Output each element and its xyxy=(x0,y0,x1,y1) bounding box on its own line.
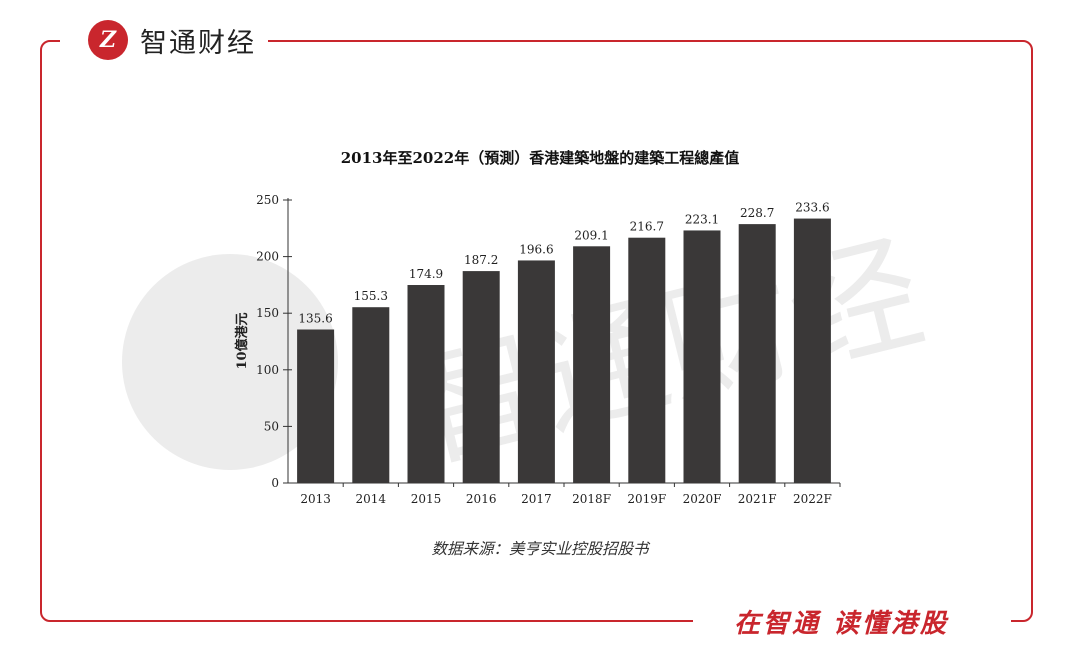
brand-header: Z 智通财经 xyxy=(88,19,256,61)
data-label: 135.6 xyxy=(298,312,332,326)
bar xyxy=(297,329,335,483)
bar xyxy=(738,224,776,483)
y-tick-label: 100 xyxy=(256,363,279,377)
x-tick-label: 2015 xyxy=(411,492,442,506)
bar xyxy=(683,230,721,483)
x-tick-label: 2017 xyxy=(521,492,552,506)
data-label: 155.3 xyxy=(354,289,388,303)
data-label: 187.2 xyxy=(464,253,498,267)
chart-title: 2013年至2022年（預測）香港建築地盤的建築工程總產值 xyxy=(340,149,740,167)
x-tick-label: 2020F xyxy=(683,492,722,506)
data-label: 196.6 xyxy=(519,242,553,256)
x-tick-label: 2016 xyxy=(466,492,497,506)
y-tick-label: 150 xyxy=(256,306,279,320)
data-label: 174.9 xyxy=(409,267,443,281)
data-label: 223.1 xyxy=(685,212,719,226)
bar xyxy=(628,237,666,483)
x-tick-label: 2022F xyxy=(793,492,832,506)
source-note: 数据来源：美亨实业控股招股书 xyxy=(431,540,649,558)
x-tick-label: 2018F xyxy=(572,492,611,506)
bar xyxy=(352,307,390,483)
card-frame xyxy=(40,40,1033,622)
x-tick-label: 2019F xyxy=(627,492,666,506)
y-tick-label: 250 xyxy=(256,193,279,207)
y-axis-title: 10億港元 xyxy=(234,312,250,369)
y-tick-label: 50 xyxy=(264,419,279,433)
data-label: 233.6 xyxy=(795,201,829,215)
data-label: 216.7 xyxy=(630,220,664,234)
data-label: 209.1 xyxy=(574,228,608,242)
bar xyxy=(793,218,831,483)
bar xyxy=(573,246,611,483)
x-tick-label: 2021F xyxy=(738,492,777,506)
brand-name: 智通财经 xyxy=(140,27,256,59)
x-tick-label: 2013 xyxy=(300,492,331,506)
slogan: 在智通 读懂港股 xyxy=(734,609,950,639)
x-tick-label: 2014 xyxy=(356,492,387,506)
brand-logo-icon: Z xyxy=(88,20,128,60)
y-tick-label: 0 xyxy=(271,476,279,490)
bar xyxy=(462,271,500,483)
y-tick-label: 200 xyxy=(256,250,279,264)
bar xyxy=(407,285,445,483)
data-label: 228.7 xyxy=(740,206,774,220)
bar xyxy=(517,260,555,483)
